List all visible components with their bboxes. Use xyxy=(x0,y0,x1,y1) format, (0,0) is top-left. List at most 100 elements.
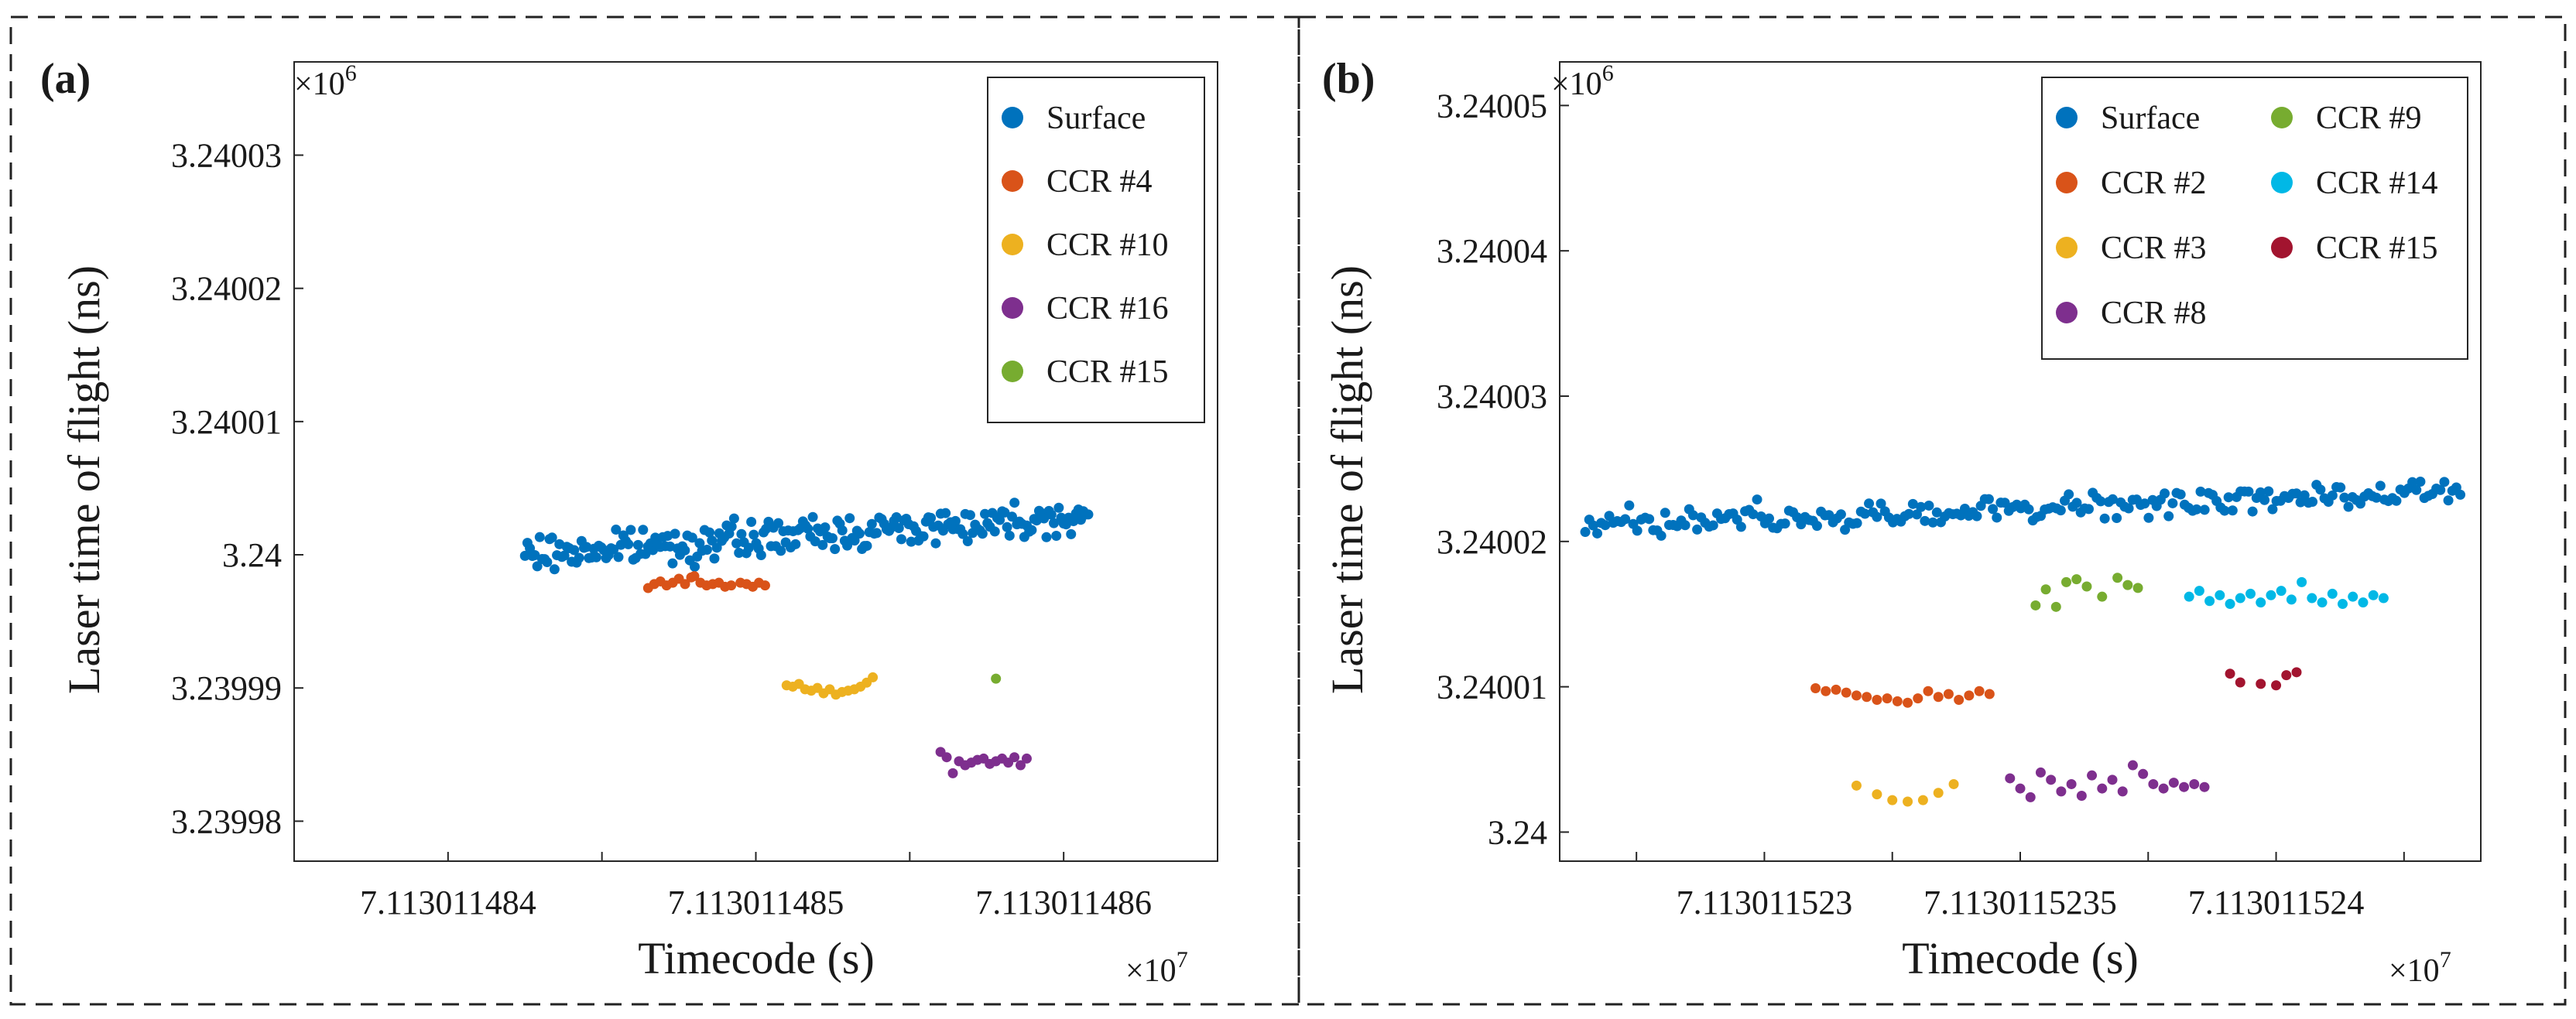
data-point xyxy=(1903,508,1914,519)
series-ccr-2 xyxy=(1810,682,1995,708)
series-ccr-15 xyxy=(2225,667,2302,691)
data-point xyxy=(1051,531,1062,542)
legend-label: CCR #16 xyxy=(1046,291,1169,327)
data-point xyxy=(893,522,904,533)
data-point xyxy=(1917,795,1928,805)
data-point xyxy=(638,525,649,535)
legend-item: CCR #2 xyxy=(2056,166,2207,201)
data-point xyxy=(803,523,814,534)
data-point xyxy=(2035,767,2046,778)
data-point xyxy=(2046,775,2057,785)
data-point xyxy=(1811,521,1822,532)
y-tick-label: 3.24004 xyxy=(1437,232,1547,270)
data-point xyxy=(2247,506,2258,517)
data-point xyxy=(1066,528,1077,539)
data-point xyxy=(591,552,601,563)
data-point xyxy=(1864,498,1875,509)
data-point xyxy=(1015,760,1026,771)
data-point xyxy=(1810,682,1821,693)
data-point xyxy=(2256,597,2266,608)
legend-item: CCR #4 xyxy=(1002,164,1153,200)
data-point xyxy=(2132,583,2143,593)
data-point xyxy=(1892,696,1903,706)
legend-label: Surface xyxy=(2101,101,2200,136)
data-point xyxy=(1821,686,1831,696)
data-point xyxy=(1656,530,1667,541)
data-point xyxy=(680,579,690,590)
data-point xyxy=(2307,497,2318,508)
data-point xyxy=(1021,753,1032,764)
panel-a: (a) 7.113011484 7.113011485 7.113011486 3.2… xyxy=(40,55,1219,989)
data-point xyxy=(1903,697,1913,708)
data-point xyxy=(2195,486,2206,497)
data-point xyxy=(755,549,766,560)
data-point xyxy=(2259,494,2270,505)
data-point xyxy=(896,534,906,545)
data-point xyxy=(868,672,879,682)
data-point xyxy=(2143,512,2154,523)
data-point xyxy=(866,518,877,529)
data-point xyxy=(743,542,754,553)
data-point xyxy=(1831,684,1841,695)
legend-marker xyxy=(2271,172,2293,193)
data-point xyxy=(1048,518,1059,528)
panel-b-x-exponent: ×107 xyxy=(2389,947,2451,989)
data-point xyxy=(2194,586,2204,597)
panel-b-ticks: 7.113011523 7.1130115235 7.113011524 3.24 3.… xyxy=(1437,87,2405,922)
data-point xyxy=(746,517,757,528)
data-point xyxy=(726,580,737,591)
data-point xyxy=(632,539,643,550)
data-point xyxy=(2189,778,2200,789)
data-point xyxy=(2025,792,2036,802)
x-tick-label: 7.1130115235 xyxy=(1923,884,2117,922)
data-point xyxy=(546,532,557,543)
data-point xyxy=(1907,498,1918,509)
data-point xyxy=(940,508,951,518)
data-point xyxy=(1875,498,1886,509)
data-point xyxy=(680,545,690,556)
data-point xyxy=(947,768,958,778)
data-point xyxy=(1859,508,1870,519)
data-point xyxy=(1887,795,1898,805)
panel-a-ticks: 7.113011484 7.113011485 7.113011486 3.23998… xyxy=(171,137,1219,922)
x-tick-label: 7.113011524 xyxy=(2188,884,2365,922)
data-point xyxy=(1974,686,1985,696)
data-point xyxy=(731,538,742,549)
data-point xyxy=(2148,778,2159,789)
data-point xyxy=(844,513,855,524)
data-point xyxy=(842,540,853,551)
legend-marker xyxy=(2271,107,2293,128)
series-ccr-4 xyxy=(642,571,770,593)
data-point xyxy=(1999,498,2010,508)
data-point xyxy=(872,528,882,539)
data-point xyxy=(2097,783,2108,794)
data-point xyxy=(1580,527,1591,538)
data-point xyxy=(1835,509,1846,520)
panel-a-x-axis-label: Timecode (s) xyxy=(638,933,875,983)
panel-a-label: (a) xyxy=(40,55,91,103)
series-ccr-3 xyxy=(1851,778,1959,807)
data-point xyxy=(2138,768,2149,779)
data-point xyxy=(2315,484,2326,495)
data-point xyxy=(611,525,622,535)
data-point xyxy=(1009,752,1020,763)
data-point xyxy=(2167,498,2178,508)
data-point xyxy=(2276,586,2287,597)
legend-label: CCR #8 xyxy=(2101,296,2207,331)
panel-b-x-axis-label: Timecode (s) xyxy=(1902,933,2139,983)
data-point xyxy=(1588,520,1598,531)
legend-item: CCR #8 xyxy=(2056,296,2207,331)
data-point xyxy=(707,535,718,546)
panel-a-legend: Surface CCR #4 CCR #10 CCR #16 CCR #15 xyxy=(987,77,1205,423)
data-point xyxy=(820,522,831,533)
data-point xyxy=(1933,788,1944,798)
data-point xyxy=(1913,693,1923,704)
data-point xyxy=(830,544,841,555)
data-point xyxy=(1708,520,1718,531)
data-point xyxy=(2368,590,2379,600)
legend-marker xyxy=(1002,361,1023,382)
data-point xyxy=(2227,505,2238,516)
y-tick-label: 3.23999 xyxy=(171,669,282,707)
series-ccr-16 xyxy=(935,747,1032,778)
data-point xyxy=(2235,593,2245,604)
